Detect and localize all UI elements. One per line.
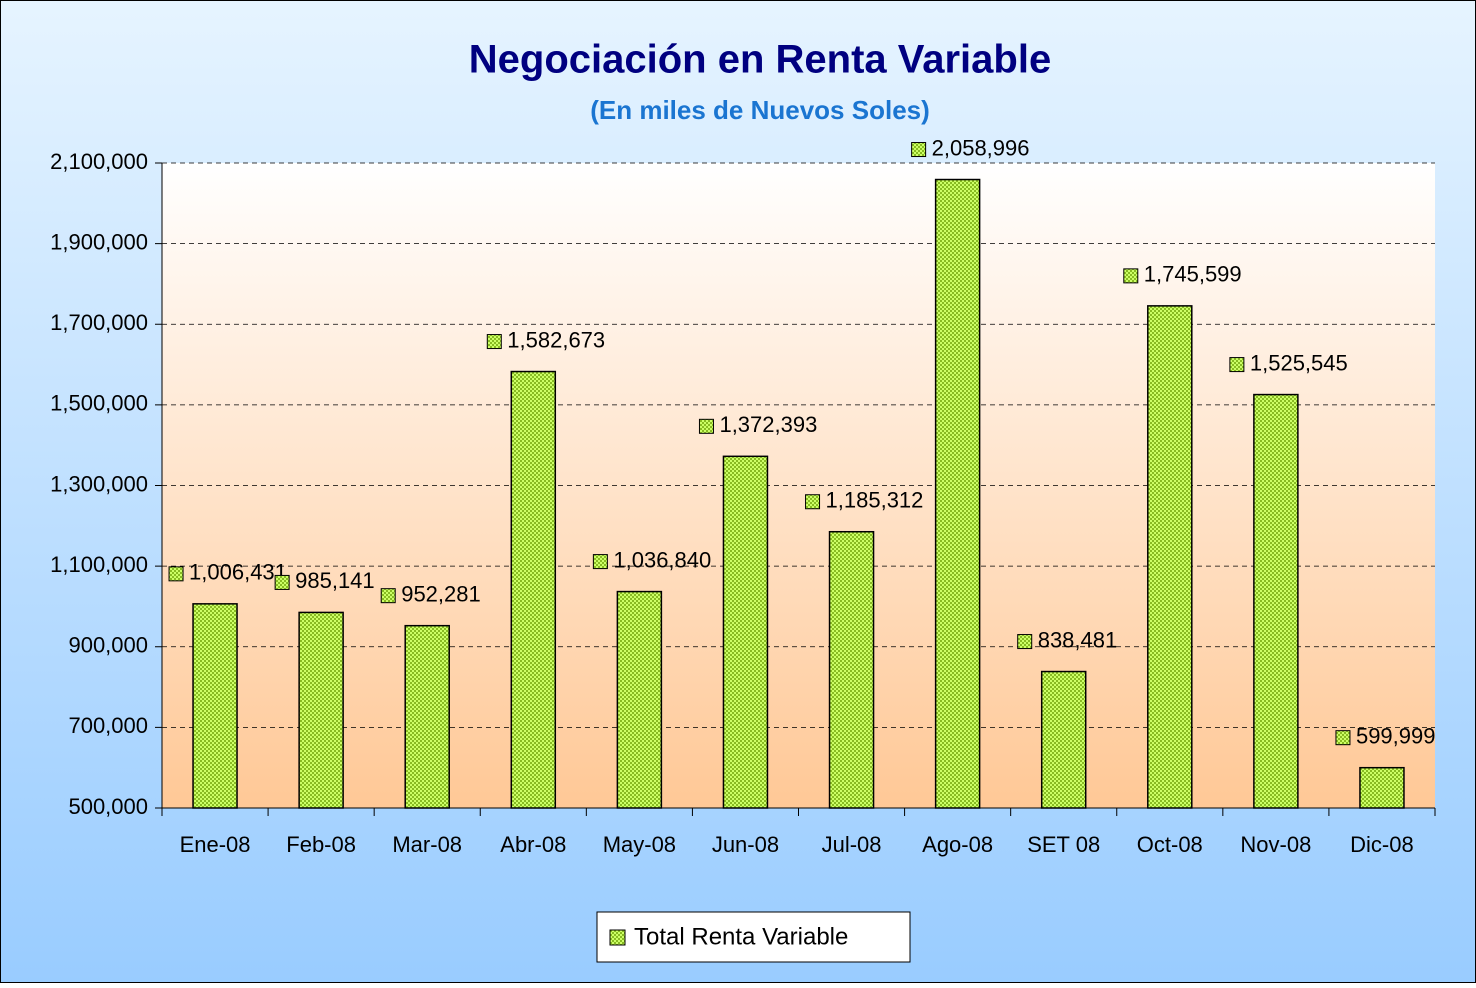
y-tick-label: 1,500,000 bbox=[50, 391, 148, 416]
x-tick-label: SET 08 bbox=[1027, 832, 1100, 857]
x-tick-label: Ago-08 bbox=[922, 832, 993, 857]
data-label-key bbox=[1017, 634, 1033, 650]
x-tick-label: Abr-08 bbox=[500, 832, 566, 857]
data-label-key bbox=[911, 142, 927, 158]
data-label: 1,036,840 bbox=[613, 547, 711, 572]
chart-subtitle: (En miles de Nuevos Soles) bbox=[590, 95, 930, 125]
y-tick-label: 500,000 bbox=[68, 794, 148, 819]
legend-key bbox=[609, 929, 626, 946]
legend-label: Total Renta Variable bbox=[634, 923, 848, 950]
x-tick-label: Jul-08 bbox=[822, 832, 882, 857]
data-label: 985,141 bbox=[295, 568, 375, 593]
data-label: 1,372,393 bbox=[719, 412, 817, 437]
x-tick-label: Oct-08 bbox=[1137, 832, 1203, 857]
data-label-key bbox=[1335, 730, 1351, 746]
x-tick-label: Nov-08 bbox=[1240, 832, 1311, 857]
data-label: 1,582,673 bbox=[507, 327, 605, 352]
data-label-key bbox=[698, 418, 714, 434]
x-tick-label: Feb-08 bbox=[286, 832, 356, 857]
y-tick-label: 1,100,000 bbox=[50, 552, 148, 577]
bar bbox=[616, 590, 663, 809]
bar bbox=[722, 455, 769, 809]
chart-title: Negociación en Renta Variable bbox=[469, 38, 1051, 82]
data-label-key bbox=[1229, 357, 1245, 373]
data-label-key bbox=[592, 554, 608, 570]
data-label: 1,525,545 bbox=[1250, 350, 1348, 375]
y-tick-label: 700,000 bbox=[68, 713, 148, 738]
y-tick-label: 1,700,000 bbox=[50, 310, 148, 335]
x-tick-label: Mar-08 bbox=[392, 832, 462, 857]
bar bbox=[510, 370, 557, 809]
legend bbox=[596, 911, 911, 963]
data-label-key bbox=[274, 574, 290, 590]
bar bbox=[1253, 393, 1299, 809]
data-label: 1,006,431 bbox=[189, 560, 287, 585]
y-tick-label: 900,000 bbox=[68, 633, 148, 658]
y-tick-label: 2,100,000 bbox=[50, 149, 148, 174]
data-label: 599,999 bbox=[1356, 724, 1436, 749]
data-label-key bbox=[486, 334, 502, 350]
x-tick-label: May-08 bbox=[603, 832, 676, 857]
plot-area bbox=[162, 163, 1435, 808]
bar bbox=[1040, 670, 1087, 809]
data-label-key bbox=[380, 588, 396, 604]
x-tick-label: Dic-08 bbox=[1350, 832, 1414, 857]
bar bbox=[828, 530, 875, 809]
bar bbox=[192, 603, 238, 809]
data-label-key bbox=[805, 494, 821, 510]
x-tick-label: Ene-08 bbox=[180, 832, 251, 857]
data-label: 952,281 bbox=[401, 581, 481, 606]
bar bbox=[934, 178, 981, 809]
y-tick-label: 1,300,000 bbox=[50, 471, 148, 496]
x-tick-label: Jun-08 bbox=[712, 832, 779, 857]
bar bbox=[1359, 766, 1405, 809]
data-label-key bbox=[1123, 268, 1139, 284]
y-tick-label: 1,900,000 bbox=[50, 229, 148, 254]
data-label: 1,745,599 bbox=[1144, 262, 1242, 287]
bar bbox=[298, 611, 344, 809]
data-label: 838,481 bbox=[1038, 627, 1118, 652]
data-label-key bbox=[168, 566, 184, 582]
bar bbox=[1147, 305, 1193, 809]
data-label: 2,058,996 bbox=[932, 135, 1030, 160]
data-label: 1,185,312 bbox=[826, 488, 924, 513]
bar bbox=[404, 624, 450, 809]
